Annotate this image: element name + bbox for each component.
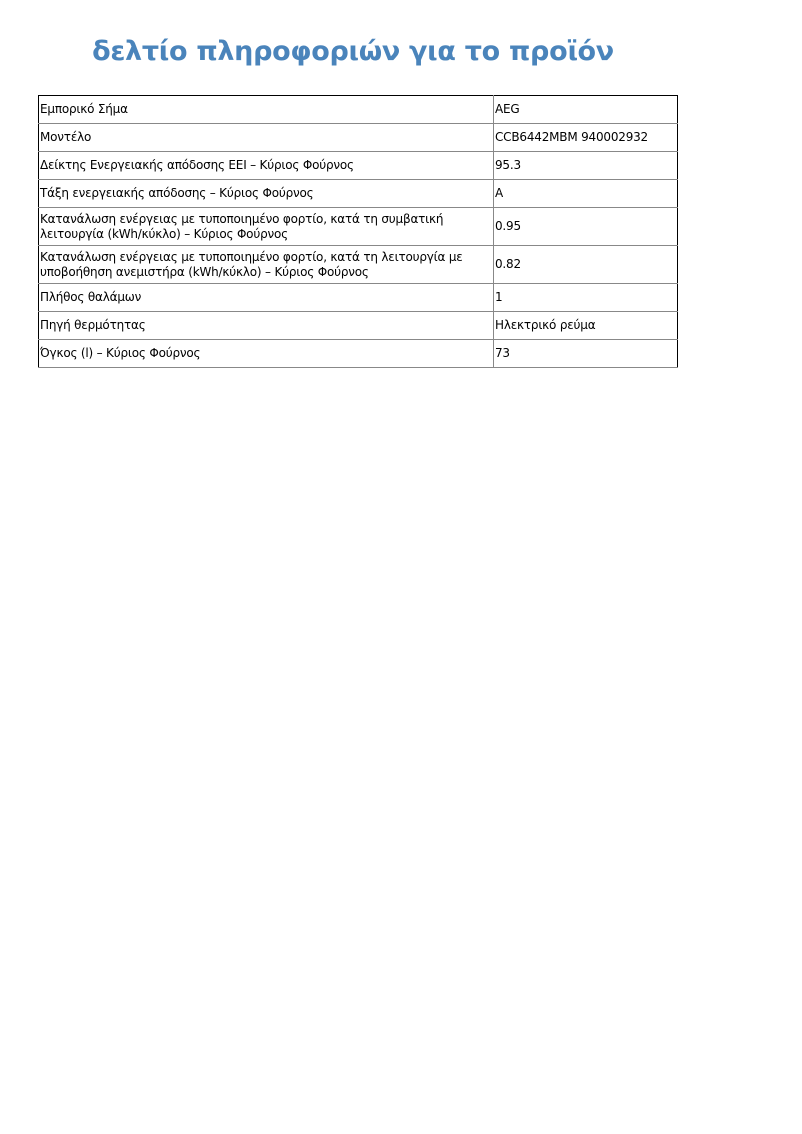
row-label: Όγκος (l) – Κύριος Φούρνος (38, 339, 494, 368)
row-value: AEG (493, 95, 678, 124)
table-row: Εμπορικό Σήμα AEG (38, 95, 678, 124)
product-info-table: Εμπορικό Σήμα AEG Μοντέλο CCB6442MBM 94000… (38, 95, 678, 368)
table-row: Όγκος (l) – Κύριος Φούρνος 73 (38, 339, 678, 368)
row-value: 0.82 (493, 245, 678, 284)
row-value: CCB6442MBM 940002932 (493, 123, 678, 152)
table-row: Μοντέλο CCB6442MBM 940002932 (38, 123, 678, 152)
row-label: Κατανάλωση ενέργειας με τυποποιημένο φορ… (38, 245, 494, 284)
row-label: Μοντέλο (38, 123, 494, 152)
table-row: Δείκτης Ενεργειακής απόδοσης EEI – Κύριο… (38, 151, 678, 180)
row-value: Ηλεκτρικό ρεύμα (493, 311, 678, 340)
page-title: δελτίο πληροφοριών για το προϊόν (92, 36, 614, 67)
row-value: 0.95 (493, 207, 678, 246)
table-row: Κατανάλωση ενέργειας με τυποποιημένο φορ… (38, 245, 678, 284)
row-label: Κατανάλωση ενέργειας με τυποποιημένο φορ… (38, 207, 494, 246)
table-row: Πλήθος θαλάμων 1 (38, 283, 678, 312)
row-label: Πλήθος θαλάμων (38, 283, 494, 312)
row-value: 73 (493, 339, 678, 368)
row-label: Τάξη ενεργειακής απόδοσης – Κύριος Φούρν… (38, 179, 494, 208)
table-row: Πηγή θερμότητας Ηλεκτρικό ρεύμα (38, 311, 678, 340)
row-value: A (493, 179, 678, 208)
row-label: Εμπορικό Σήμα (38, 95, 494, 124)
row-label: Δείκτης Ενεργειακής απόδοσης EEI – Κύριο… (38, 151, 494, 180)
table-row: Τάξη ενεργειακής απόδοσης – Κύριος Φούρν… (38, 179, 678, 208)
row-value: 95.3 (493, 151, 678, 180)
table-row: Κατανάλωση ενέργειας με τυποποιημένο φορ… (38, 207, 678, 246)
row-label: Πηγή θερμότητας (38, 311, 494, 340)
row-value: 1 (493, 283, 678, 312)
